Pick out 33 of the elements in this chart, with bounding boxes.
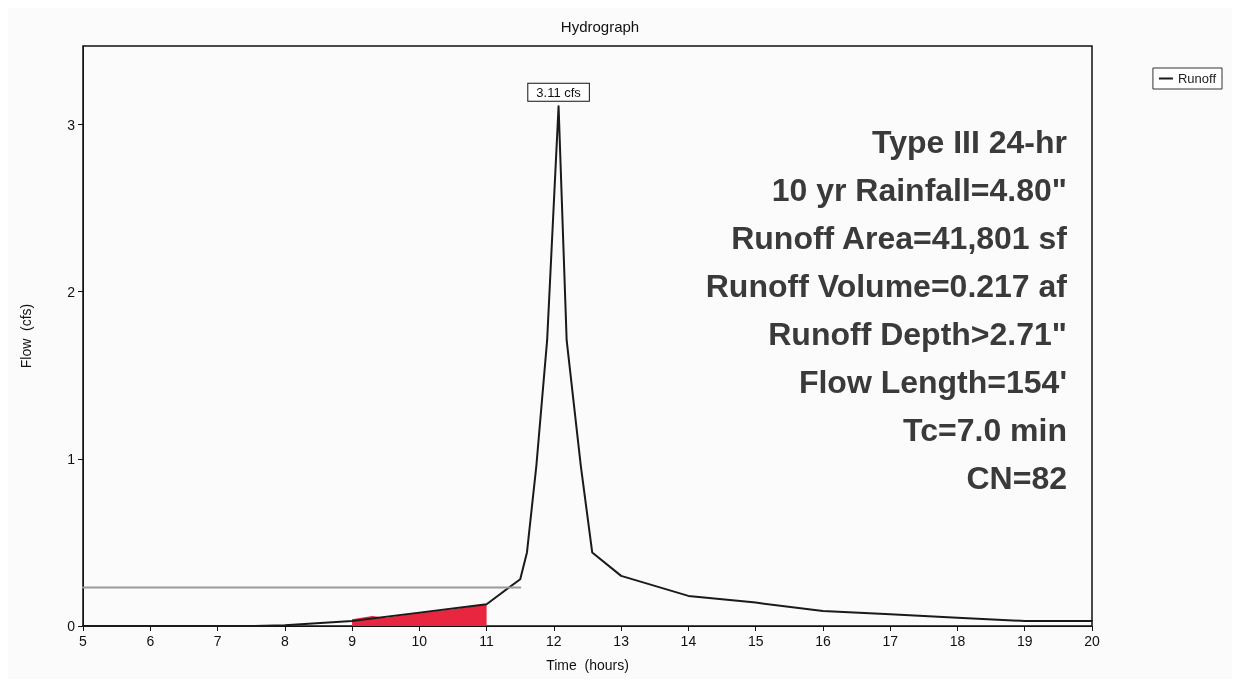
x-tick-label: 19 bbox=[1016, 633, 1033, 649]
legend-label: Runoff bbox=[1177, 71, 1217, 86]
x-tick-label: 16 bbox=[815, 633, 831, 649]
annotation: 3.11 cfs bbox=[536, 84, 582, 100]
y-tick-label: 1 bbox=[67, 450, 76, 467]
x-axis-title: Time (hours) bbox=[546, 657, 629, 673]
annotation: Flow Length=154' bbox=[798, 364, 1067, 400]
chart-title: Hydrograph bbox=[560, 18, 640, 35]
annotation: Type III 24-hr bbox=[871, 124, 1067, 160]
x-tick-label: 6 bbox=[146, 633, 155, 649]
annotation: Runoff Volume=0.217 af bbox=[705, 268, 1068, 304]
y-axis-title: Flow (cfs) bbox=[18, 303, 34, 369]
x-tick-label: 13 bbox=[613, 633, 630, 649]
x-tick-label: 20 bbox=[1084, 633, 1100, 649]
x-tick-label: 18 bbox=[949, 633, 966, 649]
x-tick-label: 9 bbox=[348, 633, 357, 649]
y-tick-label: 0 bbox=[67, 618, 76, 634]
annotation: CN=82 bbox=[966, 460, 1067, 496]
x-tick-label: 7 bbox=[213, 633, 222, 649]
x-tick-label: 8 bbox=[280, 633, 289, 649]
x-tick-label: 5 bbox=[79, 633, 88, 649]
x-tick-label: 12 bbox=[546, 633, 562, 649]
annotation: 10 yr Rainfall=4.80" bbox=[771, 172, 1067, 208]
x-tick-label: 17 bbox=[882, 633, 899, 649]
annotation: Runoff Area=41,801 sf bbox=[731, 220, 1068, 256]
x-tick-label: 15 bbox=[747, 633, 764, 649]
y-tick-label: 2 bbox=[67, 283, 76, 300]
x-tick-label: 14 bbox=[680, 633, 697, 649]
x-tick-label: 10 bbox=[411, 633, 428, 649]
x-tick-label: 11 bbox=[479, 633, 495, 649]
annotation: Tc=7.0 min bbox=[903, 412, 1067, 448]
y-tick-label: 3 bbox=[67, 116, 76, 133]
annotation: Runoff Depth>2.71" bbox=[768, 316, 1067, 352]
